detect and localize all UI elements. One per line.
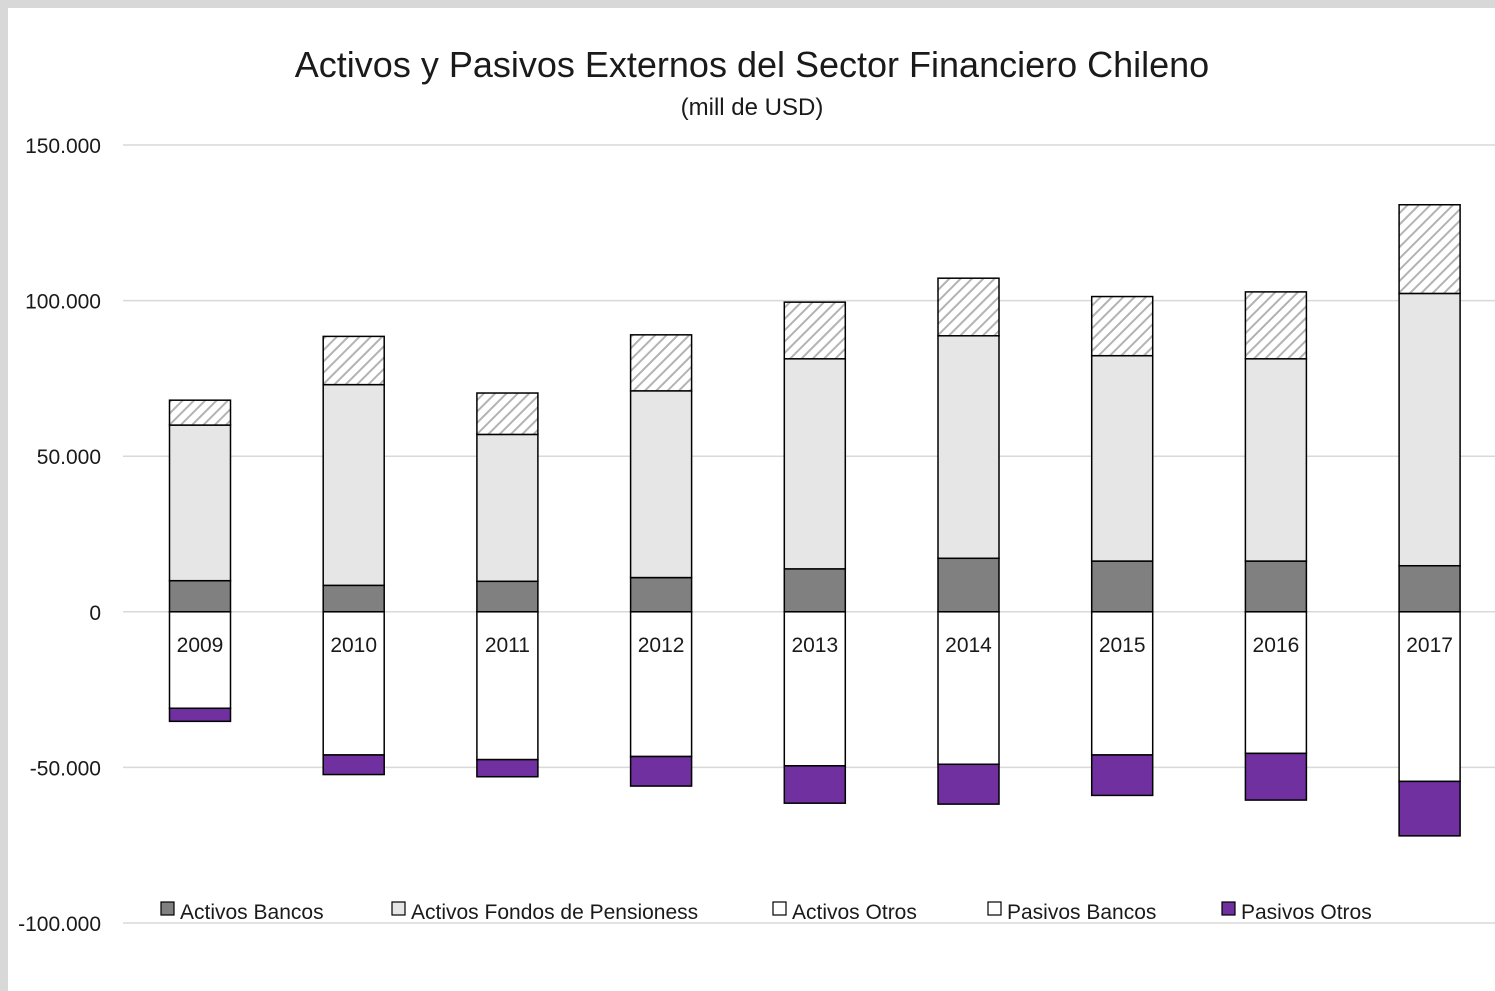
legend-swatch — [987, 901, 1002, 916]
bar-activos-bancos-2009 — [168, 579, 232, 613]
bar-pasivos-bancos-2014 — [937, 611, 1000, 766]
x-tick-label: 2014 — [945, 634, 992, 657]
chart-subtitle: (mill de USD) — [681, 94, 824, 121]
y-tick-label: 100.000 — [25, 291, 101, 314]
bar-activos-bancos-2013 — [783, 568, 847, 613]
bar-activos-bancos-2011 — [476, 580, 539, 613]
bar-activos-fondos-de-pensioness-2013 — [783, 358, 847, 570]
bar-activos-otros-2013 — [783, 301, 847, 360]
bar-pasivos-otros-2009 — [168, 707, 232, 723]
bar-pasivos-otros-2017 — [1398, 780, 1461, 837]
bars — [168, 204, 1461, 837]
bar-pasivos-bancos-2013 — [783, 611, 847, 767]
bar-activos-fondos-de-pensioness-2014 — [937, 335, 1000, 560]
bar-pasivos-bancos-2011 — [476, 611, 539, 761]
legend-entry: Activos Fondos de Pensioness — [411, 901, 698, 924]
x-tick-label: 2010 — [330, 634, 377, 657]
chart-frame: Activos y Pasivos Externos del Sector Fi… — [8, 8, 1495, 991]
legend-entry: Activos Otros — [792, 901, 917, 924]
bar-activos-bancos-2012 — [629, 576, 693, 613]
y-tick-label: 150.000 — [25, 135, 101, 158]
bar-activos-bancos-2015 — [1090, 560, 1154, 613]
legend-entry: Activos Bancos — [180, 901, 324, 924]
bar-activos-fondos-de-pensioness-2015 — [1090, 354, 1154, 562]
chart: Activos y Pasivos Externos del Sector Fi… — [18, 44, 1495, 936]
bar-activos-fondos-de-pensioness-2010 — [322, 383, 385, 587]
y-tick-label: 50.000 — [37, 446, 101, 469]
bar-pasivos-bancos-2016 — [1244, 611, 1308, 755]
y-tick-label: -50.000 — [30, 757, 101, 780]
legend-swatch — [1221, 901, 1236, 916]
bar-activos-otros-2015 — [1090, 295, 1154, 357]
x-tick-label: 2016 — [1253, 634, 1300, 657]
bar-pasivos-otros-2012 — [629, 755, 693, 787]
x-tick-label: 2009 — [177, 634, 224, 657]
bar-activos-fondos-de-pensioness-2009 — [168, 424, 232, 582]
bar-activos-otros-2009 — [168, 399, 232, 426]
x-tick-label: 2011 — [485, 634, 530, 657]
bar-activos-fondos-de-pensioness-2012 — [629, 390, 693, 579]
legend-swatch — [772, 901, 787, 916]
bar-activos-bancos-2010 — [322, 584, 385, 613]
legend-swatch — [391, 901, 406, 916]
bar-pasivos-otros-2010 — [322, 754, 385, 776]
bar-pasivos-otros-2013 — [783, 765, 847, 804]
bar-activos-fondos-de-pensioness-2011 — [476, 433, 539, 583]
bar-activos-otros-2010 — [322, 335, 385, 386]
bar-activos-fondos-de-pensioness-2016 — [1244, 358, 1308, 562]
x-tick-label: 2017 — [1406, 634, 1453, 657]
bar-activos-otros-2014 — [937, 277, 1000, 337]
bar-activos-otros-2016 — [1244, 291, 1308, 360]
bar-activos-fondos-de-pensioness-2017 — [1398, 292, 1461, 567]
bar-activos-bancos-2016 — [1244, 560, 1308, 613]
bar-pasivos-bancos-2017 — [1398, 611, 1461, 783]
bar-pasivos-otros-2011 — [476, 758, 539, 778]
x-tick-label: 2015 — [1099, 634, 1146, 657]
y-axis-ticks: 150.000 100.000 50.000 0 -50.000 -100.000 — [18, 135, 101, 936]
chart-title: Activos y Pasivos Externos del Sector Fi… — [295, 44, 1209, 85]
x-axis-ticks: 2009 2010 2011 2012 2013 2014 2015 2016 2017 — [177, 634, 1453, 657]
y-tick-label: 0 — [89, 602, 101, 625]
bar-activos-bancos-2014 — [937, 557, 1000, 613]
x-tick-label: 2013 — [791, 634, 838, 657]
bar-pasivos-bancos-2015 — [1090, 611, 1154, 756]
bar-pasivos-bancos-2012 — [629, 611, 693, 758]
bar-activos-otros-2011 — [476, 392, 539, 436]
bar-activos-otros-2017 — [1398, 204, 1461, 295]
bar-pasivos-otros-2015 — [1090, 754, 1154, 797]
legend-entry: Pasivos Bancos — [1007, 901, 1156, 924]
x-tick-label: 2012 — [638, 634, 685, 657]
y-tick-label: -100.000 — [18, 913, 101, 936]
bar-pasivos-bancos-2009 — [168, 611, 232, 710]
legend-entry: Pasivos Otros — [1241, 901, 1372, 924]
bar-activos-bancos-2017 — [1398, 564, 1461, 613]
bar-pasivos-otros-2016 — [1244, 752, 1308, 801]
bar-activos-otros-2012 — [629, 334, 693, 392]
legend-swatch — [160, 901, 175, 916]
bar-pasivos-otros-2014 — [937, 763, 1000, 805]
legend: Activos Bancos Activos Fondos de Pensione… — [160, 901, 1372, 924]
